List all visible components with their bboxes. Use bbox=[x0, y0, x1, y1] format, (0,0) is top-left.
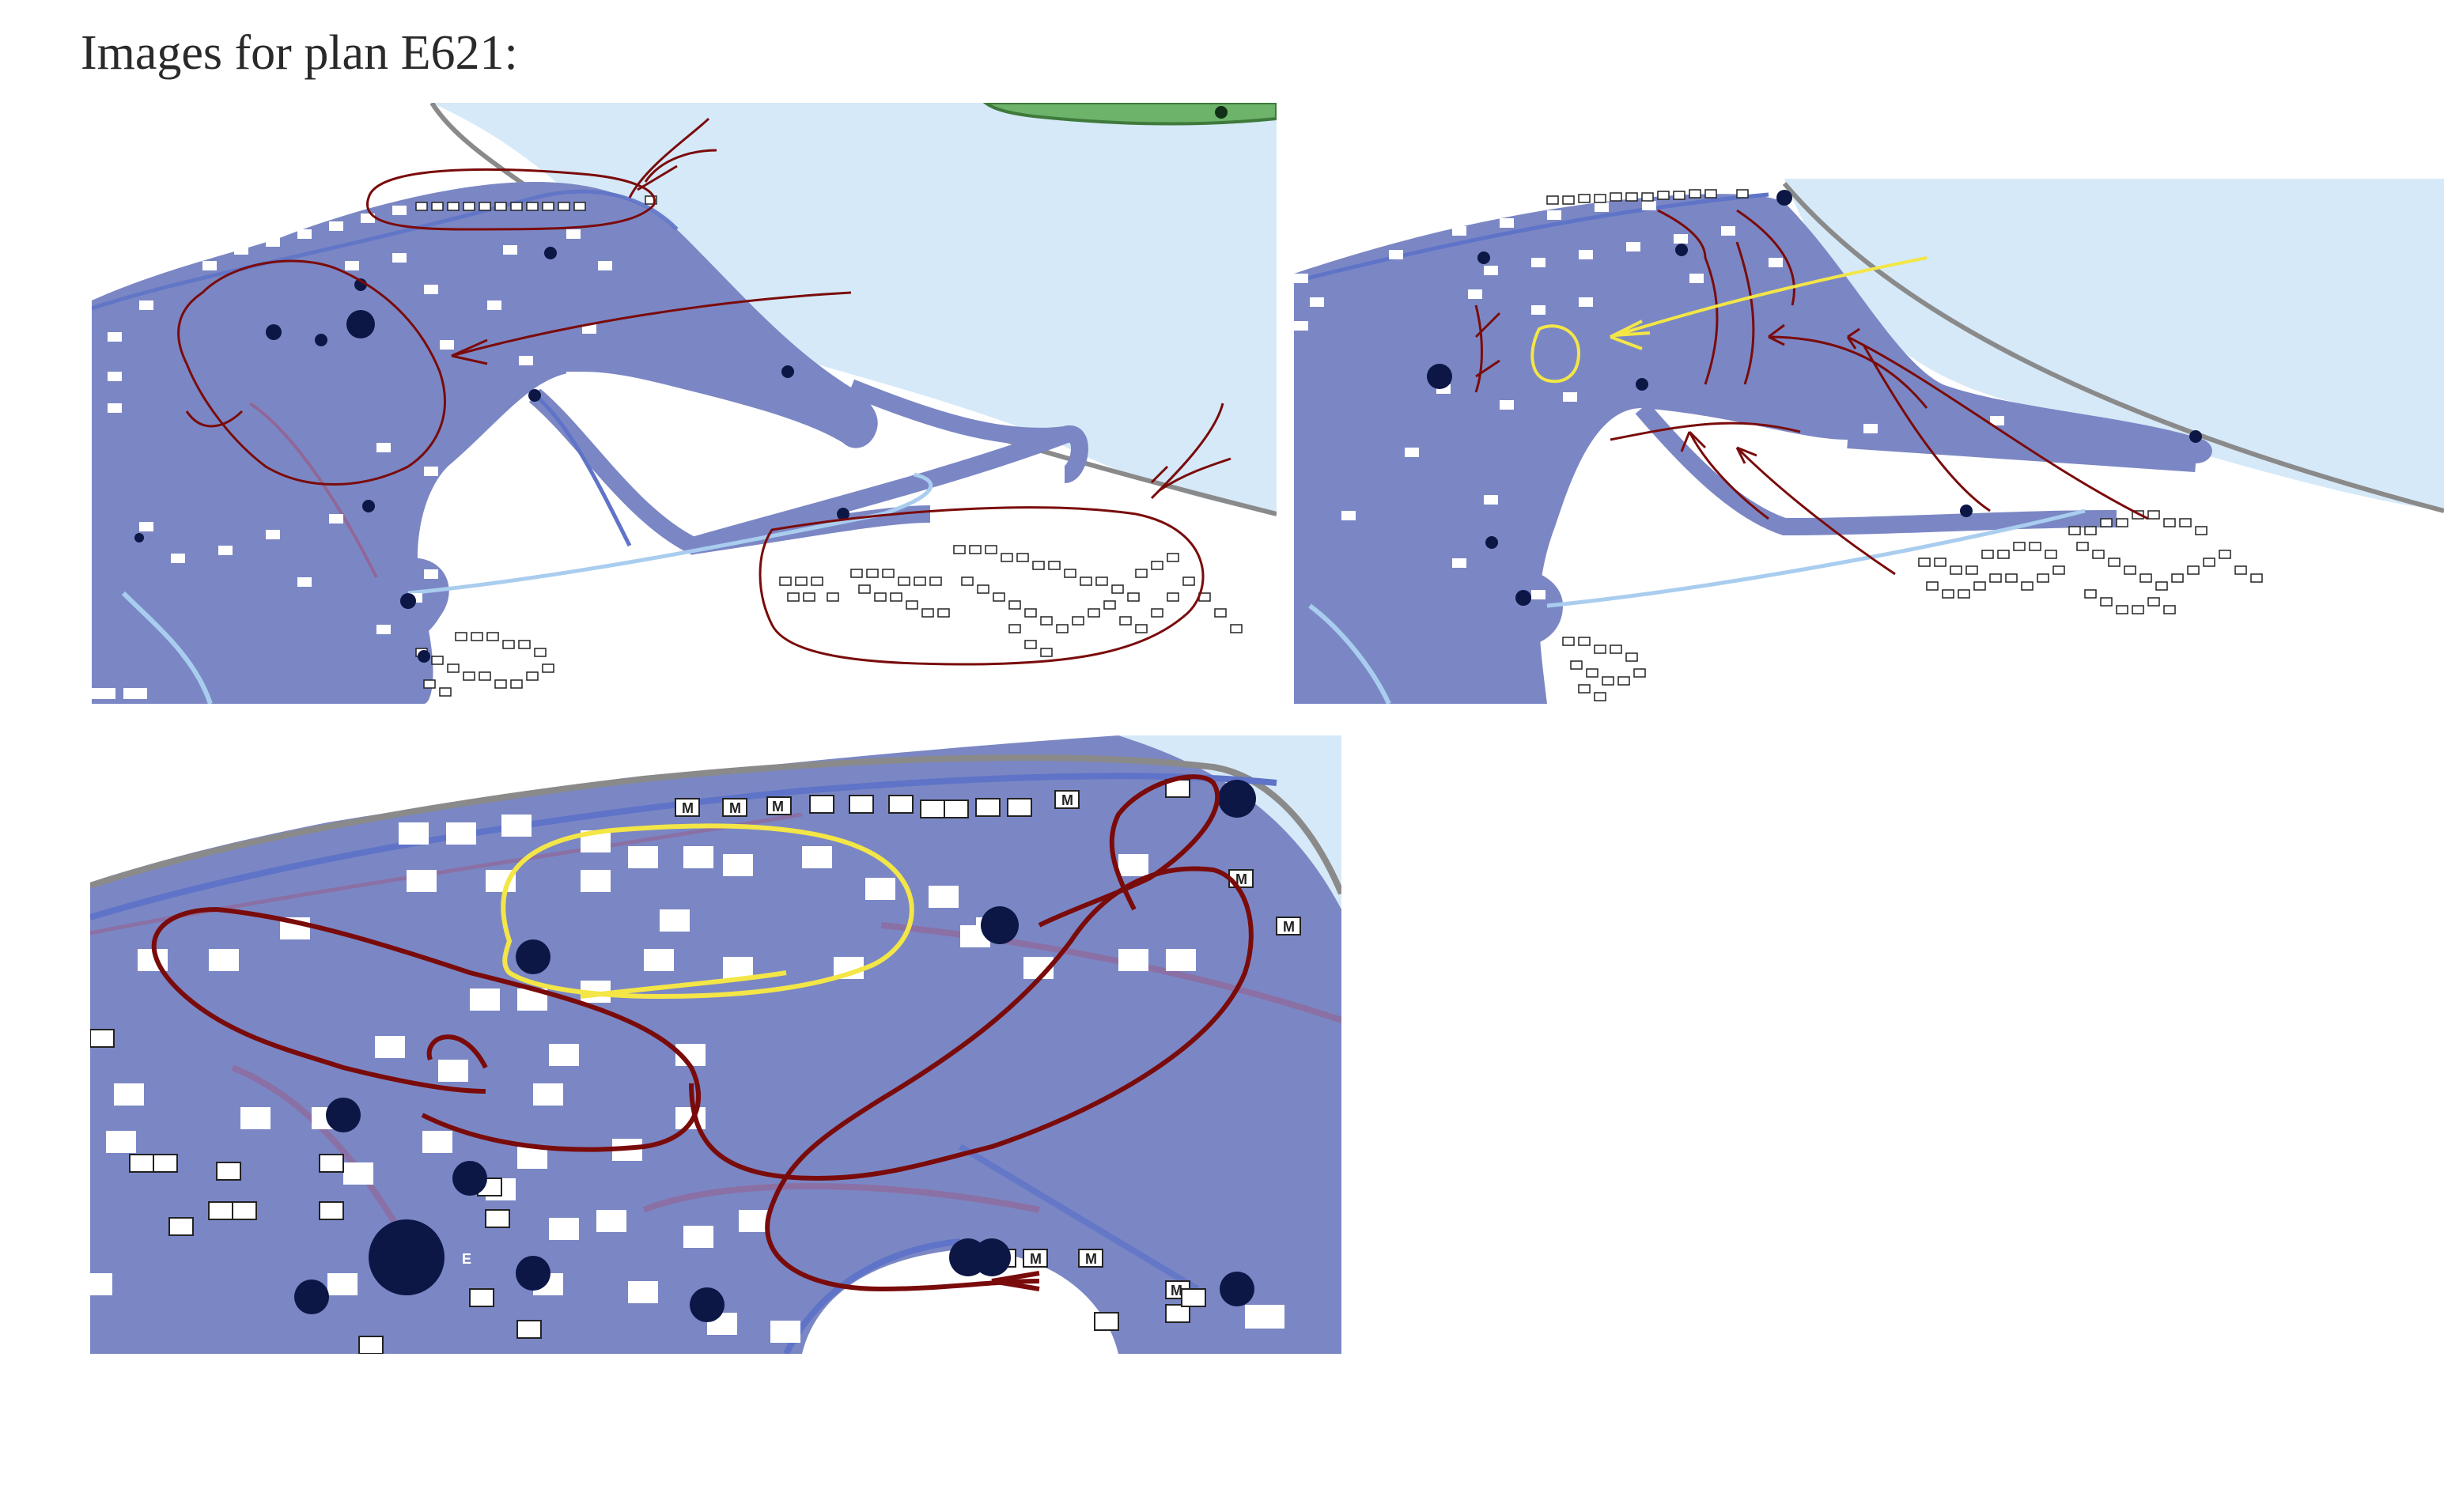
plan-image-3: E E M M M M M M M M M bbox=[90, 735, 1341, 1354]
icon-cluster-bottom bbox=[1562, 637, 1646, 701]
marker-label-m-4: M bbox=[1061, 792, 1073, 808]
marker-label-m-2: M bbox=[729, 800, 741, 816]
marker-label-e: E bbox=[462, 1251, 471, 1267]
building-icon bbox=[1294, 201, 2004, 599]
stop-icon bbox=[134, 247, 849, 663]
building-icon bbox=[90, 815, 1284, 1354]
plan-map-1 bbox=[92, 103, 1277, 704]
annotation-marks bbox=[177, 117, 1231, 666]
marker-label-m-8: M bbox=[1085, 1251, 1097, 1267]
marker-label-m-5: M bbox=[1235, 871, 1247, 887]
icon-cluster-right bbox=[1918, 510, 2263, 614]
icon-cluster-right bbox=[779, 545, 1243, 657]
plan-map-2 bbox=[1294, 179, 2444, 704]
annotation-marks bbox=[1474, 209, 2149, 576]
plan-image-1 bbox=[92, 103, 1277, 704]
marker-label-m-7: M bbox=[1030, 1251, 1042, 1267]
marker-label-m-9: M bbox=[1171, 1283, 1182, 1298]
stop-icon bbox=[294, 780, 1256, 1322]
stop-icon bbox=[1427, 190, 2202, 606]
highlight-marks bbox=[501, 823, 914, 1000]
mail-icon bbox=[1546, 189, 1749, 205]
marker-label-m-6: M bbox=[1283, 919, 1295, 935]
highlight-marks bbox=[1530, 256, 1928, 384]
mail-icon bbox=[415, 195, 657, 211]
marker-label-e-2: E bbox=[346, 1280, 356, 1295]
marker-label-m-3: M bbox=[772, 799, 784, 815]
page-title: Images for plan E621: bbox=[81, 26, 518, 80]
land-area bbox=[92, 182, 878, 704]
annotation-marks bbox=[151, 774, 1254, 1292]
plan-image-2 bbox=[1294, 179, 2444, 704]
marker-label-m: M bbox=[682, 800, 694, 816]
plan-map-3: E E M M M M M M M M M bbox=[90, 735, 1341, 1354]
building-icon bbox=[92, 206, 818, 699]
